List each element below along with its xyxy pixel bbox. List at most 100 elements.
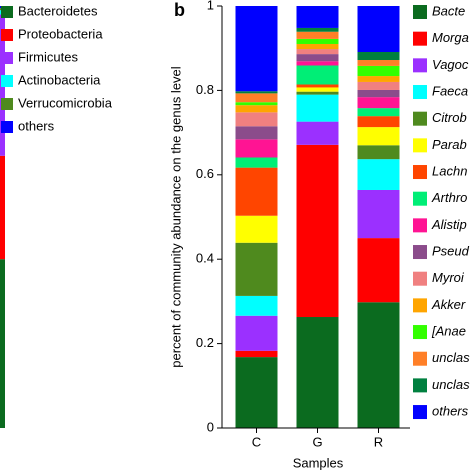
bar-segment [296,54,339,62]
legend-swatch [413,378,427,393]
legend-label: unclas [432,377,470,392]
legend-swatch [1,6,13,18]
bar-segment [296,91,339,95]
legend-swatch [413,218,427,233]
bar-segment [357,97,400,109]
legend-label: Verrucomicrobia [18,95,113,110]
bar-segment [235,357,278,428]
bar-segment [296,27,339,32]
bar-segment [235,350,278,358]
bar-segment [357,116,400,128]
bar-segment [357,60,400,66]
legend-label: Bacteroidetes [18,3,98,18]
x-tick-label: R [374,434,383,449]
bar-segment [235,139,278,158]
bar-segment [357,127,400,146]
legend-swatch [413,138,427,153]
bar-segment [235,242,278,296]
bar-segment [296,144,339,318]
legend-swatch [1,98,13,110]
bar-segment [0,155,5,260]
legend-label: unclas [432,350,470,365]
bar-segment [235,91,278,94]
bar-segment [235,112,278,127]
legend-swatch [413,298,427,313]
legend-label: Myroi [432,270,465,285]
legend-swatch [413,31,427,46]
y-tick-label: 0.2 [196,335,214,350]
bar-segment [357,89,400,98]
y-tick-label: 0.4 [196,251,214,266]
x-tick-label: G [312,434,322,449]
x-axis-label: Samples [293,455,344,470]
bar-segment [296,317,339,428]
legend-label: Lachn [432,163,467,178]
legend-label: Bacte [432,3,465,18]
bar-segment [235,6,278,92]
bar-segment [296,43,339,50]
legend-swatch [413,325,427,340]
legend-swatch [413,351,427,366]
legend-label: Firmicutes [18,49,78,64]
bar-segment [296,94,339,122]
bar-segment [296,49,339,55]
y-tick-label: 0 [207,419,214,434]
bar-segment [235,105,278,113]
legend-swatch [413,191,427,206]
bar-segment [357,145,400,160]
bar-segment [235,167,278,216]
legend-label: Citrob [432,110,467,125]
bar-segment [0,259,5,428]
bar-segment [235,126,278,140]
legend-swatch [1,52,13,64]
legend-swatch [413,165,427,180]
bar-segment [357,189,400,239]
legend-label: Proteobacteria [18,26,103,41]
bar-segment [357,81,400,90]
bar-segment [357,76,400,82]
legend-label: Vagoc [432,57,469,72]
legend-label: others [432,403,469,418]
bar-segment [357,51,400,61]
bar-segment [235,93,278,103]
legend-label: Actinobacteria [18,72,101,87]
legend-label: Faeca [432,83,468,98]
legend-swatch [413,405,427,420]
y-tick-label: 0.6 [196,166,214,181]
bar-segment [357,108,400,117]
legend-swatch [413,111,427,126]
bar-segment [296,38,339,44]
bar-segment [296,121,339,145]
legend-label: Akker [431,297,466,312]
legend-swatch [413,58,427,73]
bar-segment [357,6,400,52]
legend-label: Morga [432,30,469,45]
legend-label: Pseud [432,243,470,258]
legend-swatch [1,121,13,133]
legend-label: others [18,118,55,133]
bar-segment [296,6,339,28]
bar-segment [235,315,278,351]
bar-segment [357,65,400,77]
legend-swatch [413,245,427,260]
bar-segment [296,61,339,66]
bar-segment [357,238,400,303]
bar-segment [357,302,400,428]
y-axis-label: percent of community abundance on the ge… [168,66,183,367]
bar-segment [296,84,339,88]
x-tick-label: C [252,434,261,449]
legend-swatch [1,29,13,41]
legend-label: [Anae [431,323,466,338]
legend-swatch [413,5,427,19]
bar-segment [296,87,339,92]
legend-swatch [1,75,13,87]
bar-segment [296,31,339,39]
legend-swatch [413,85,427,100]
legend-label: Arthro [431,190,467,205]
legend-label: Parab [432,137,467,152]
bar-segment [296,65,339,85]
bar-segment [357,159,400,190]
legend-label: Alistip [431,217,467,232]
